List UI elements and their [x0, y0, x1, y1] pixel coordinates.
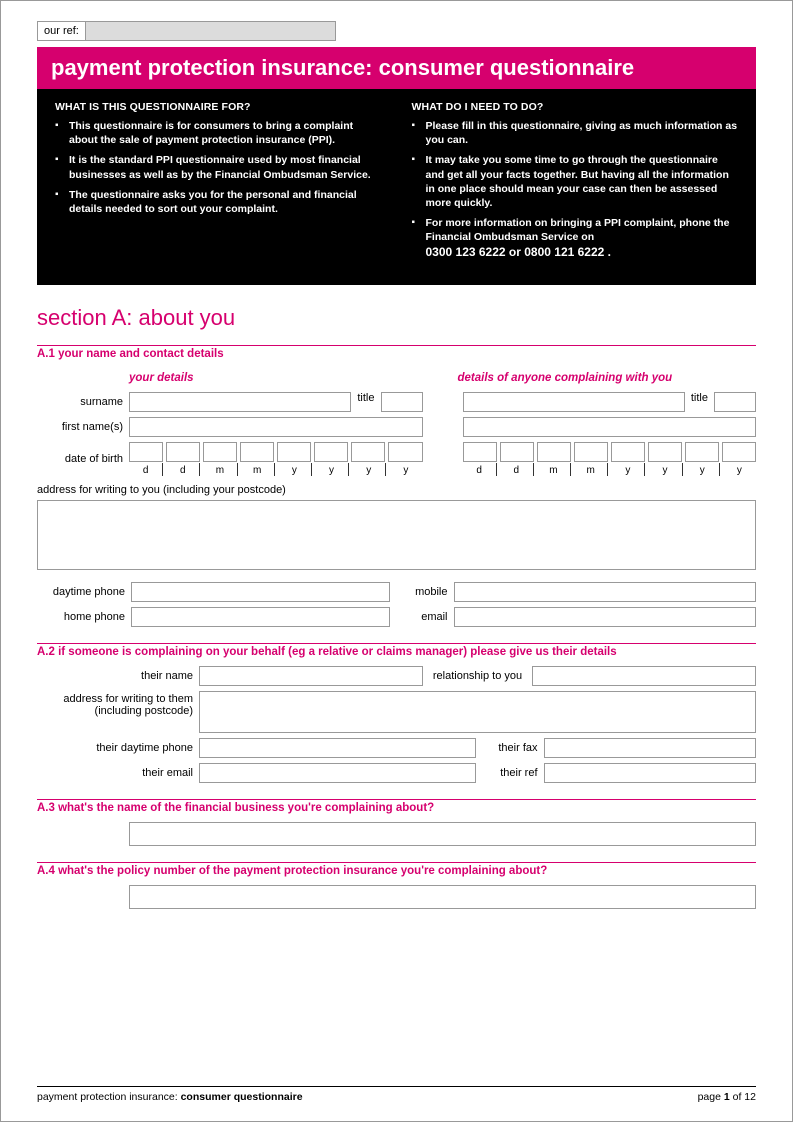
title-label-1: title [357, 392, 374, 412]
intro-left-bullet: It is the standard PPI questionnaire use… [55, 153, 382, 181]
intro-right: WHAT DO I NEED TO DO? Please fill in thi… [412, 101, 739, 267]
footer-right: page 1 of 12 [698, 1091, 756, 1103]
a3-title: A.3 what's the name of the financial bus… [37, 802, 756, 814]
a2-name-input[interactable] [199, 666, 423, 686]
a2-daytime-input[interactable] [199, 738, 476, 758]
surname-input-2[interactable] [463, 392, 685, 412]
a4-input[interactable] [129, 885, 756, 909]
dob-labels-2: dd mm yy yy [463, 463, 757, 476]
title-input-2[interactable] [714, 392, 756, 412]
dob-cells-1[interactable] [129, 442, 423, 462]
firstname-input-2[interactable] [463, 417, 757, 437]
a2-email-label: their email [37, 767, 193, 779]
a2-ref-input[interactable] [544, 763, 757, 783]
intro-left-heading: WHAT IS THIS QUESTIONNAIRE FOR? [55, 101, 382, 113]
address-label: address for writing to you (including yo… [37, 484, 756, 496]
intro-right-bullet-text: For more information on bringing a PPI c… [426, 217, 730, 243]
intro-left: WHAT IS THIS QUESTIONNAIRE FOR? This que… [55, 101, 382, 267]
email-input[interactable] [454, 607, 757, 627]
firstname-input-1[interactable] [129, 417, 423, 437]
a2-ref-label: their ref [482, 767, 538, 779]
divider [37, 345, 756, 346]
intro-phone-numbers: 0300 123 6222 or 0800 121 6222 . [426, 245, 612, 259]
divider [37, 862, 756, 863]
a2-daytime-label: their daytime phone [37, 742, 193, 754]
intro-right-heading: WHAT DO I NEED TO DO? [412, 101, 739, 113]
our-ref-label: our ref: [38, 25, 85, 37]
a3-input[interactable] [129, 822, 756, 846]
a2-email-input[interactable] [199, 763, 476, 783]
a1-title: A.1 your name and contact details [37, 348, 756, 360]
footer-right-suffix: of 12 [730, 1091, 756, 1103]
a2-name-label: their name [37, 670, 193, 682]
a2-relationship-input[interactable] [532, 666, 756, 686]
intro-right-bullet: For more information on bringing a PPI c… [412, 216, 739, 261]
page-footer: payment protection insurance: consumer q… [37, 1086, 756, 1103]
footer-right-prefix: page [698, 1091, 724, 1103]
section-a-title: section A: about you [37, 305, 756, 331]
intro-left-bullet: The questionnaire asks you for the perso… [55, 188, 382, 216]
a1-head-right: details of anyone complaining with you [458, 372, 673, 384]
daytime-label: daytime phone [37, 586, 125, 598]
a2-fax-input[interactable] [544, 738, 757, 758]
dob-cells-2[interactable] [463, 442, 757, 462]
a2-relationship-label: relationship to you [429, 670, 526, 682]
address-input[interactable] [37, 500, 756, 570]
surname-label: surname [37, 396, 123, 408]
footer-left: payment protection insurance: consumer q… [37, 1091, 303, 1103]
a2-address-label: address for writing to them (including p… [37, 691, 193, 717]
footer-left-plain: payment protection insurance: [37, 1091, 181, 1103]
our-ref-field[interactable] [85, 22, 335, 40]
mobile-input[interactable] [454, 582, 757, 602]
mobile-label: mobile [404, 586, 448, 598]
title-input-1[interactable] [381, 392, 423, 412]
a4-title: A.4 what's the policy number of the paym… [37, 865, 756, 877]
surname-input-1[interactable] [129, 392, 351, 412]
dob-label: date of birth [37, 453, 123, 465]
intro-right-bullet: Please fill in this questionnaire, givin… [412, 119, 739, 147]
footer-left-bold: consumer questionnaire [181, 1091, 303, 1103]
dob-labels-1: dd mm yy yy [129, 463, 423, 476]
our-ref-box: our ref: [37, 21, 336, 41]
intro-left-bullet: This questionnaire is for consumers to b… [55, 119, 382, 147]
a2-address-input[interactable] [199, 691, 756, 733]
page-banner: payment protection insurance: consumer q… [37, 47, 756, 89]
home-input[interactable] [131, 607, 390, 627]
daytime-input[interactable] [131, 582, 390, 602]
intro-box: WHAT IS THIS QUESTIONNAIRE FOR? This que… [37, 89, 756, 285]
intro-right-bullet: It may take you some time to go through … [412, 153, 739, 210]
email-label: email [404, 611, 448, 623]
home-label: home phone [37, 611, 125, 623]
a2-title: A.2 if someone is complaining on your be… [37, 646, 756, 658]
divider [37, 643, 756, 644]
divider [37, 799, 756, 800]
firstname-label: first name(s) [37, 421, 123, 433]
a2-fax-label: their fax [482, 742, 538, 754]
title-label-2: title [691, 392, 708, 412]
a1-head-left: your details [129, 372, 194, 384]
